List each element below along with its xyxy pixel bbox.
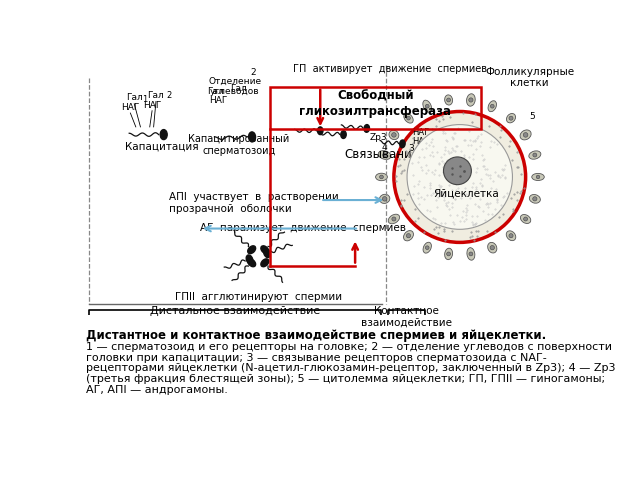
Text: 2: 2 [250, 68, 256, 76]
Ellipse shape [529, 194, 540, 203]
Ellipse shape [423, 100, 431, 112]
Text: рецепторами яйцеклетки (N-ацетил-глюкозамин-рецептор, заключенный в Zp3); 4 — Zp: рецепторами яйцеклетки (N-ацетил-глюкоза… [86, 363, 616, 373]
Ellipse shape [445, 95, 452, 105]
Circle shape [383, 153, 387, 157]
Circle shape [509, 234, 513, 238]
Ellipse shape [388, 214, 399, 224]
Text: Дистальное взаимодействие: Дистальное взаимодействие [150, 306, 320, 316]
Ellipse shape [248, 259, 255, 267]
Text: АГ  парализует  движение  спермиев: АГ парализует движение спермиев [200, 223, 406, 233]
Ellipse shape [264, 249, 270, 258]
Text: 5: 5 [529, 112, 535, 121]
Ellipse shape [423, 242, 431, 253]
Text: 2: 2 [167, 91, 172, 100]
Circle shape [509, 116, 513, 120]
Circle shape [406, 116, 410, 120]
Text: Связывание: Связывание [345, 148, 420, 161]
Ellipse shape [261, 246, 269, 253]
Circle shape [524, 217, 527, 221]
Ellipse shape [364, 125, 369, 132]
Circle shape [524, 132, 528, 137]
Ellipse shape [246, 255, 253, 264]
Text: АПI  участвует  в  растворении
прозрачной  оболочки: АПI участвует в растворении прозрачной о… [169, 192, 339, 214]
Text: Отделение
углеводов: Отделение углеводов [209, 77, 262, 96]
Circle shape [426, 104, 429, 108]
Circle shape [406, 234, 411, 238]
Text: Капацитированный
сперматозоид: Капацитированный сперматозоид [188, 134, 289, 156]
Text: Контактное
взаимодействие: Контактное взаимодействие [361, 306, 452, 328]
Ellipse shape [488, 101, 497, 112]
Text: АГ, АПI — андрогамоны.: АГ, АПI — андрогамоны. [86, 385, 228, 395]
Text: Гал: Гал [126, 93, 143, 102]
Ellipse shape [529, 151, 541, 159]
Text: Фолликулярные
клетки: Фолликулярные клетки [485, 67, 574, 88]
Circle shape [490, 104, 494, 108]
Circle shape [536, 175, 540, 179]
Ellipse shape [520, 130, 531, 140]
Circle shape [380, 175, 383, 179]
Text: ГПII  агглютинируют  спермии: ГПII агглютинируют спермии [175, 292, 342, 302]
Text: 4: 4 [382, 143, 388, 152]
Text: Дистантное и контактное взаимодействие спермиев и яйцеклетки.: Дистантное и контактное взаимодействие с… [86, 329, 547, 342]
Circle shape [469, 252, 473, 256]
Text: ГП  активирует  движение  спермиев: ГП активирует движение спермиев [293, 64, 487, 74]
Text: НАГ: НАГ [412, 128, 429, 137]
Ellipse shape [520, 215, 531, 224]
Bar [270, 87, 481, 129]
Ellipse shape [488, 242, 497, 253]
Circle shape [533, 153, 537, 157]
Text: Гал: Гал [148, 91, 164, 100]
Text: НАГ: НАГ [209, 96, 227, 105]
Circle shape [394, 111, 525, 242]
Ellipse shape [340, 131, 346, 138]
Ellipse shape [376, 173, 387, 180]
Ellipse shape [532, 173, 544, 180]
Text: Свободный
гликозилтрансфераза: Свободный гликозилтрансфераза [300, 90, 451, 118]
Ellipse shape [445, 248, 452, 260]
Ellipse shape [261, 259, 269, 267]
Ellipse shape [160, 130, 167, 140]
Text: НАГ: НАГ [143, 101, 161, 109]
Ellipse shape [380, 194, 390, 204]
Text: Яйцеклетка: Яйцеклетка [433, 189, 499, 199]
Ellipse shape [404, 113, 413, 123]
Circle shape [468, 98, 473, 102]
Circle shape [426, 246, 429, 250]
Ellipse shape [506, 113, 516, 123]
Text: 1 — сперматозоид и его рецепторы на головке; 2 — отделение углеводов с поверхнос: 1 — сперматозоид и его рецепторы на голо… [86, 342, 612, 352]
Ellipse shape [248, 246, 255, 253]
Text: НАГ: НАГ [121, 103, 140, 112]
Circle shape [532, 197, 537, 201]
Circle shape [392, 132, 396, 137]
Text: Zp3: Zp3 [370, 133, 388, 142]
Ellipse shape [399, 140, 405, 148]
Circle shape [447, 98, 451, 102]
Ellipse shape [467, 248, 475, 260]
Ellipse shape [467, 94, 476, 106]
Ellipse shape [506, 231, 516, 240]
Text: (третья фракция блестящей зоны); 5 — цитолемма яйцеклетки; ГП, ГПII — гиногамоны: (третья фракция блестящей зоны); 5 — цит… [86, 374, 605, 384]
Text: головки при капацитации; 3 — связывание рецепторов сперматозоида с NAГ-: головки при капацитации; 3 — связывание … [86, 352, 547, 362]
Circle shape [382, 197, 387, 201]
Text: Гал: Гал [230, 84, 246, 94]
Ellipse shape [389, 130, 399, 140]
Circle shape [444, 157, 472, 185]
Circle shape [490, 245, 495, 250]
Ellipse shape [248, 132, 255, 142]
Ellipse shape [317, 127, 323, 134]
Circle shape [407, 125, 513, 229]
Circle shape [447, 252, 451, 256]
Circle shape [392, 217, 396, 221]
Text: НАГ: НАГ [412, 137, 429, 146]
Ellipse shape [378, 151, 391, 159]
Text: 1: 1 [142, 95, 147, 104]
Text: Гал: Гал [207, 87, 224, 96]
Text: 3: 3 [408, 144, 414, 153]
Ellipse shape [404, 230, 413, 241]
Text: Капацитация: Капацитация [125, 142, 198, 152]
